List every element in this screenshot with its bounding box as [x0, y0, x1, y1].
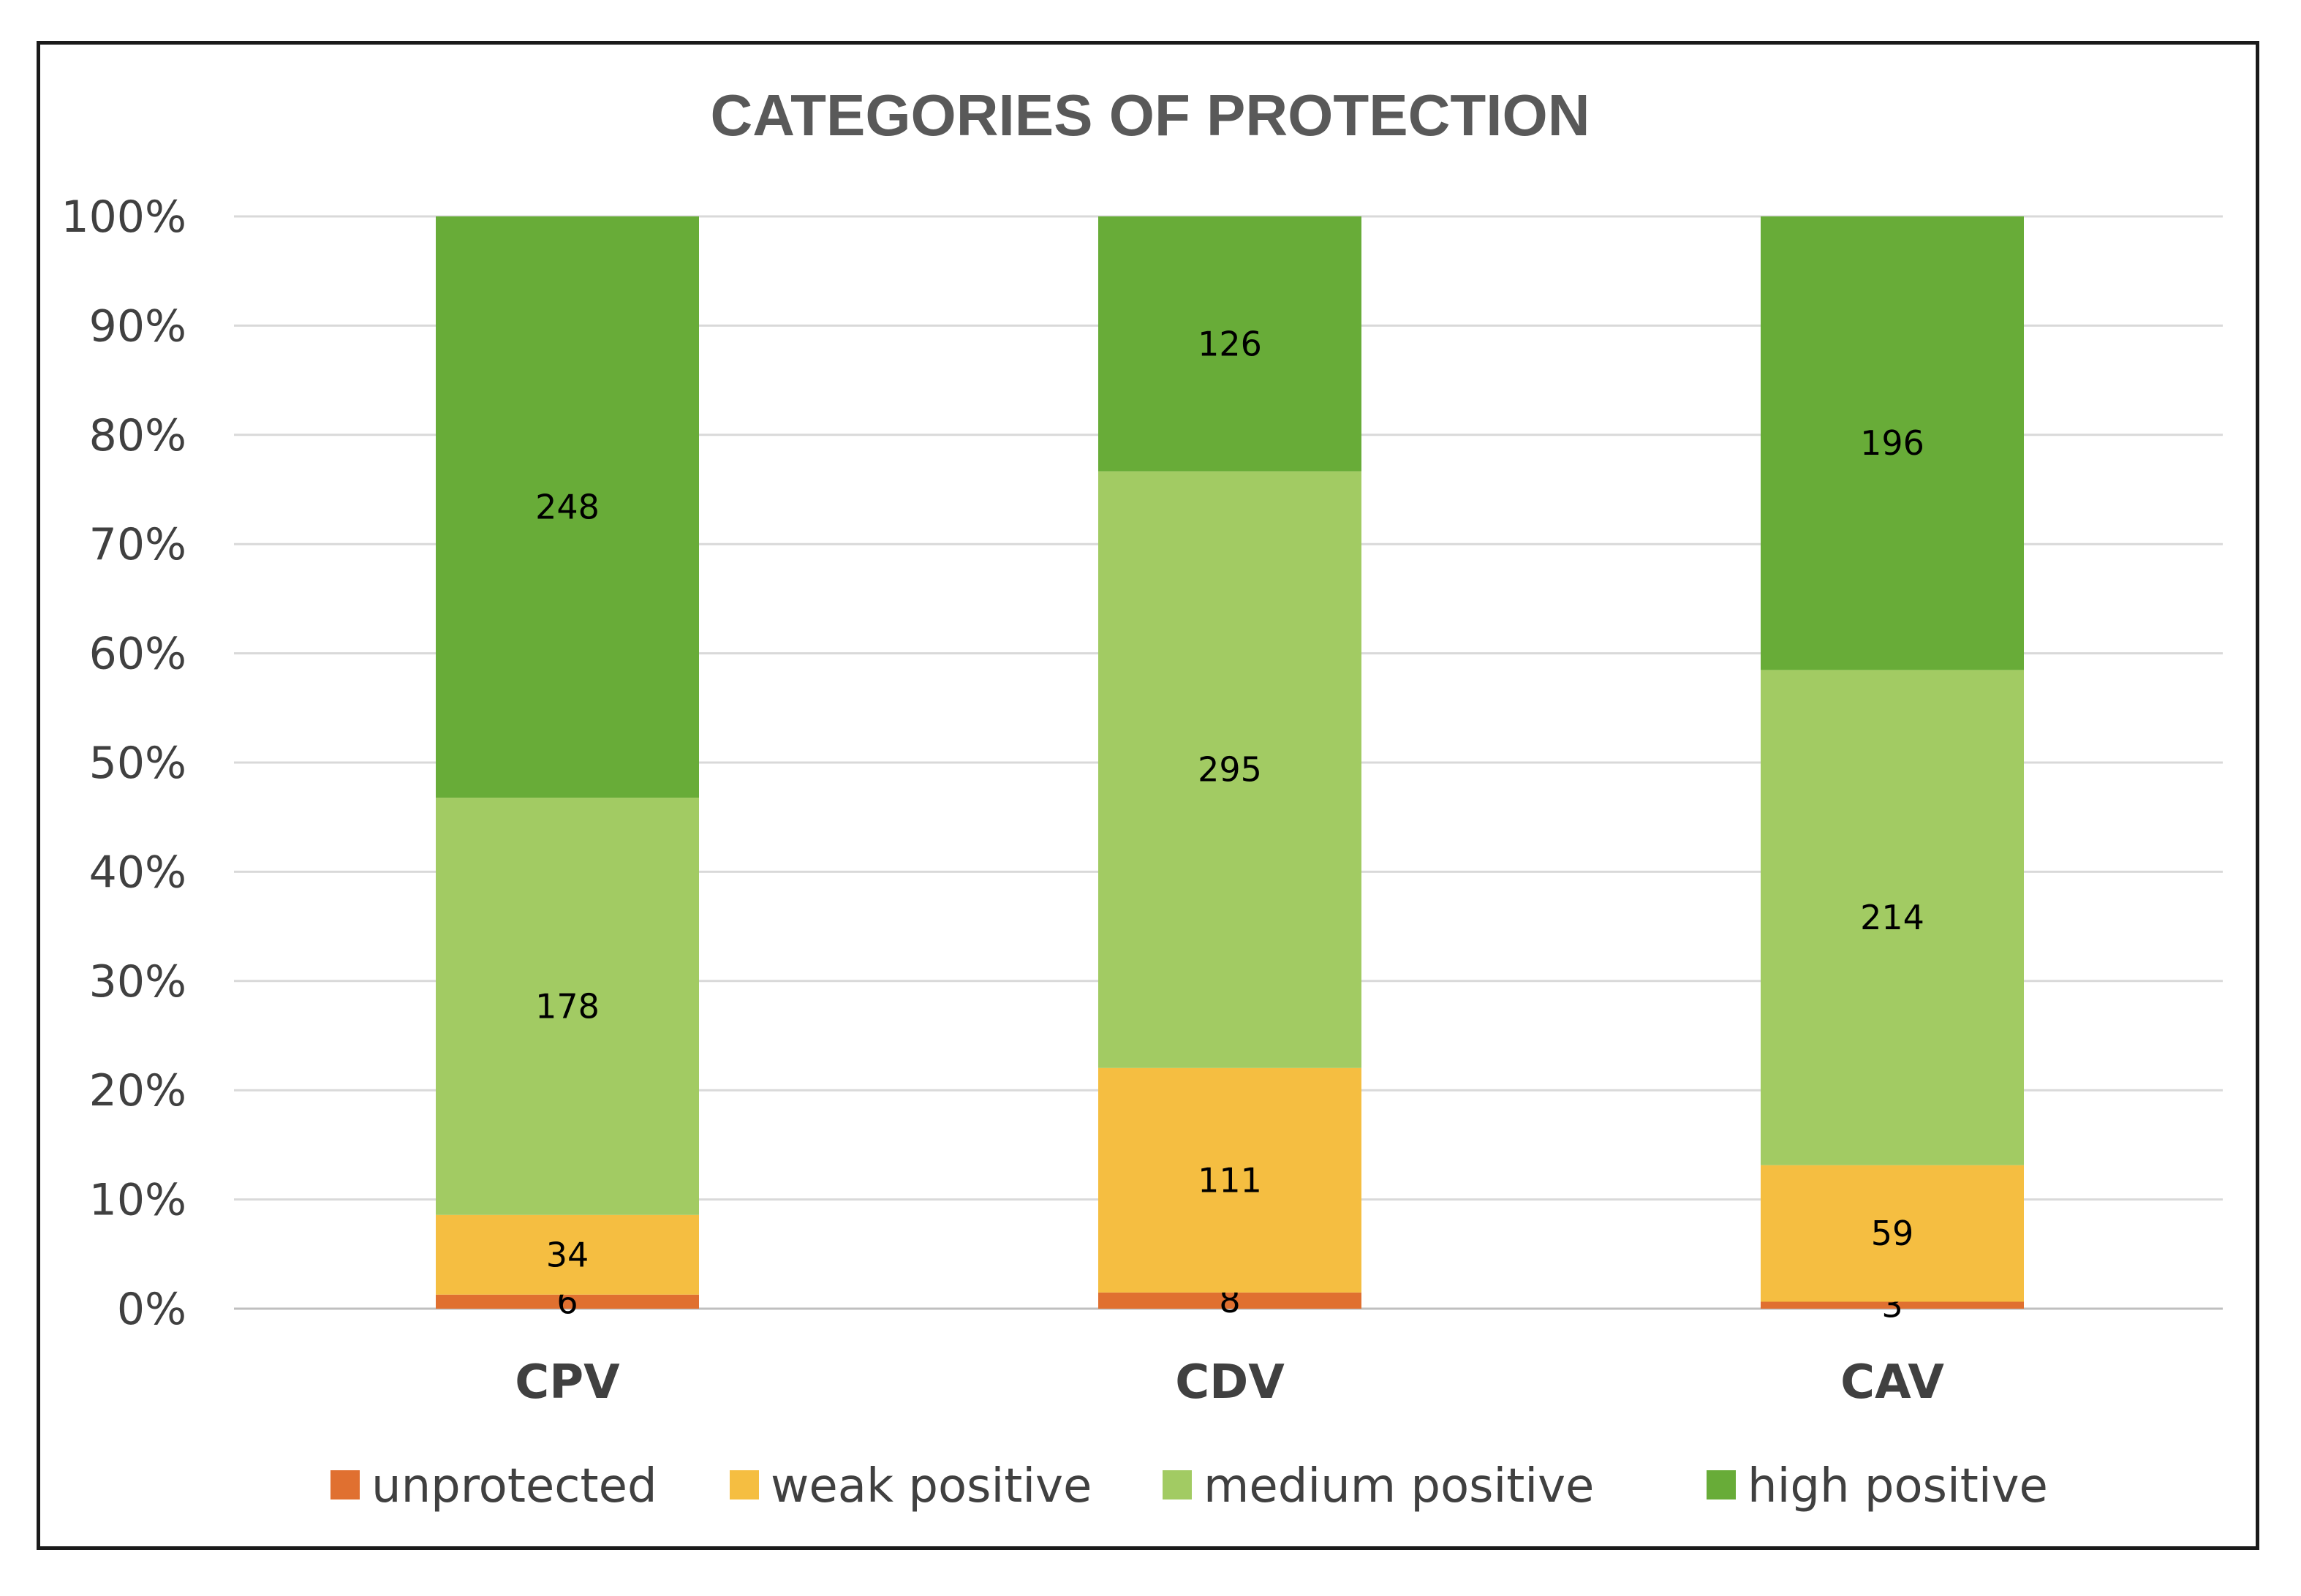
y-tick-label: 50%	[89, 738, 186, 789]
bar-segment-cpv-weak-positive[interactable]	[436, 1214, 699, 1295]
bar-segment-cav-medium-positive[interactable]	[1761, 670, 2024, 1165]
bar-segment-cav-high-positive[interactable]	[1761, 216, 2024, 670]
legend-swatch	[730, 1470, 759, 1499]
y-tick-label: 0%	[117, 1284, 186, 1335]
y-tick-label: 60%	[89, 629, 186, 680]
data-label: 178	[535, 986, 600, 1026]
legend-item-high-positive[interactable]: high positive	[1748, 1459, 2048, 1513]
legend-swatch	[1163, 1470, 1192, 1499]
y-axis: 0% 10% 20% 30% 40% 50% 60% 70% 80% 90% 100%	[61, 192, 186, 1335]
data-label: 126	[1198, 324, 1262, 363]
data-label: 34	[546, 1235, 589, 1274]
data-label: 214	[1860, 898, 1924, 937]
legend[interactable]: unprotected weak positive medium positive h…	[330, 1459, 2048, 1513]
bar-segment-cdv-medium-positive[interactable]	[1098, 471, 1361, 1068]
y-tick-label: 40%	[89, 847, 186, 898]
data-label: 196	[1860, 423, 1924, 463]
y-tick-label: 70%	[89, 519, 186, 570]
x-axis: CPV CDV CAV	[515, 1355, 1944, 1410]
bar-segment-cdv-high-positive[interactable]	[1098, 216, 1361, 472]
legend-swatch	[1707, 1470, 1736, 1499]
y-tick-label: 100%	[61, 192, 186, 243]
legend-item-weak-positive[interactable]: weak positive	[771, 1459, 1092, 1513]
data-label: 248	[535, 488, 600, 527]
bar-segment-cpv-unprotected[interactable]	[436, 1294, 699, 1309]
data-label: 111	[1198, 1160, 1262, 1200]
x-category-label: CAV	[1840, 1355, 1944, 1410]
bar-segment-cav-weak-positive[interactable]	[1761, 1165, 2024, 1302]
bar-segment-cav-unprotected[interactable]	[1761, 1301, 2024, 1309]
chart-title: CATEGORIES OF PROTECTION	[710, 83, 1590, 148]
y-tick-label: 30%	[89, 956, 186, 1007]
x-category-label: CDV	[1175, 1355, 1285, 1410]
x-category-label: CPV	[515, 1355, 620, 1410]
bar-segment-cdv-weak-positive[interactable]	[1098, 1067, 1361, 1293]
y-tick-label: 80%	[89, 410, 186, 461]
y-tick-label: 20%	[89, 1065, 186, 1116]
data-label: 59	[1871, 1214, 1914, 1253]
y-tick-label: 10%	[89, 1175, 186, 1226]
legend-item-unprotected[interactable]: unprotected	[371, 1459, 657, 1513]
legend-swatch	[330, 1470, 360, 1499]
y-tick-label: 90%	[89, 300, 186, 352]
bar-segment-cpv-high-positive[interactable]	[436, 216, 699, 798]
bar-segment-cdv-unprotected[interactable]	[1098, 1292, 1361, 1309]
bar-segment-cpv-medium-positive[interactable]	[436, 798, 699, 1215]
legend-item-medium-positive[interactable]: medium positive	[1204, 1459, 1594, 1513]
data-label: 295	[1198, 750, 1262, 790]
